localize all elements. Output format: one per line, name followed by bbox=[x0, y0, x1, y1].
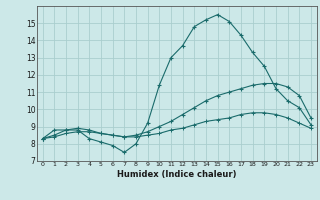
X-axis label: Humidex (Indice chaleur): Humidex (Indice chaleur) bbox=[117, 170, 236, 179]
